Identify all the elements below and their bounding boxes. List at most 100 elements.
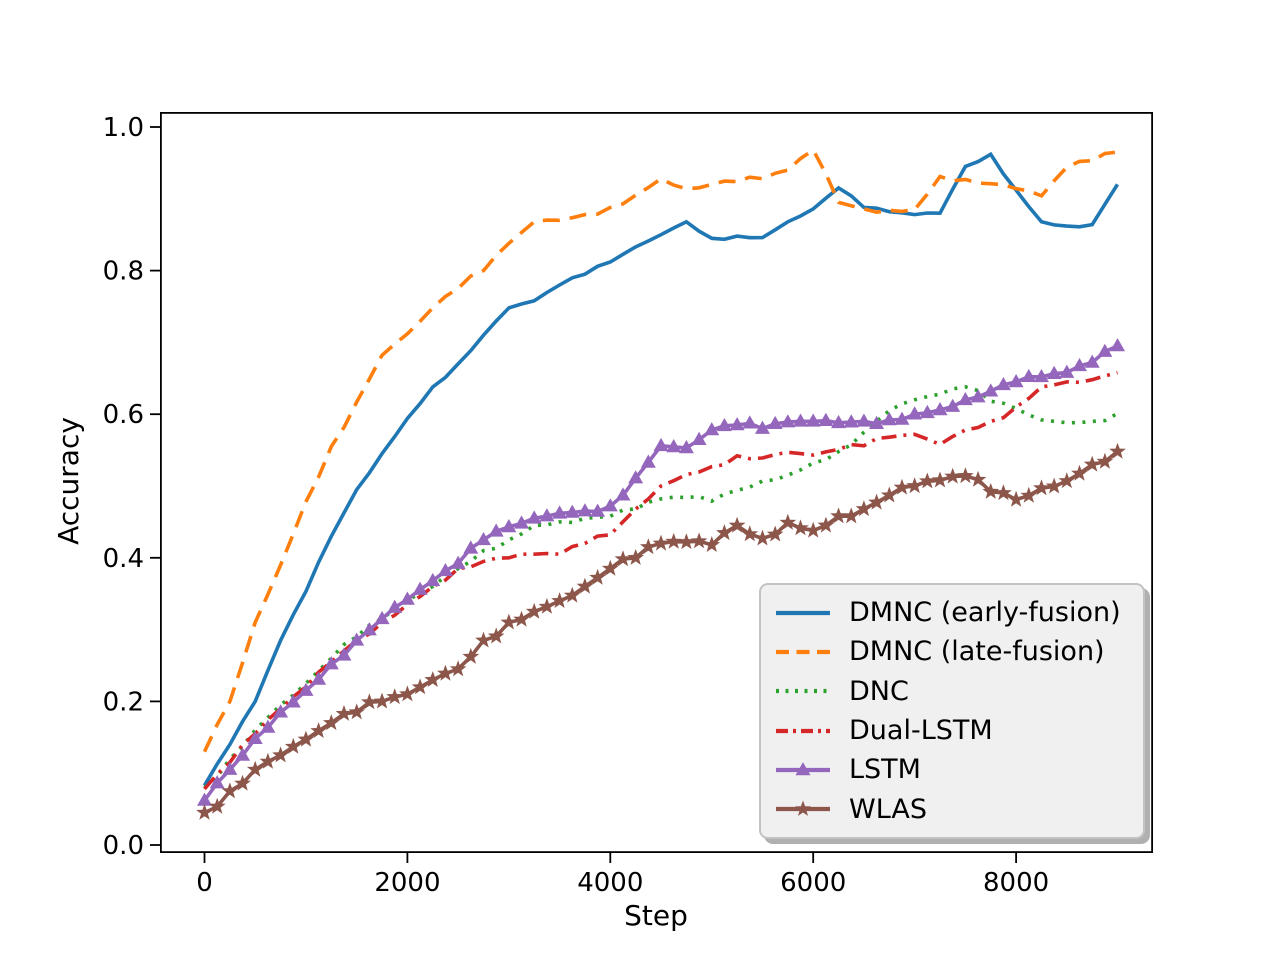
star-marker-icon — [246, 760, 264, 777]
star-marker-icon — [462, 647, 480, 664]
star-marker-icon — [931, 471, 949, 488]
triangle-marker-icon — [869, 415, 885, 429]
triangle-marker-icon — [831, 414, 847, 429]
triangle-marker-icon — [336, 647, 352, 661]
triangle-marker-icon — [805, 413, 821, 427]
triangle-marker-icon — [602, 498, 618, 512]
triangle-marker-icon — [1097, 343, 1113, 357]
x-axis-label: Step — [624, 899, 688, 932]
triangle-marker-icon — [552, 505, 568, 519]
legend-sample-dmnc-early-fusion — [776, 610, 830, 615]
series-line-dmnc-late-fusion — [202, 147, 1118, 753]
triangle-marker-icon — [767, 415, 783, 430]
legend-label: LSTM — [849, 754, 921, 786]
star-marker-icon — [1071, 464, 1088, 481]
triangle-marker-icon — [729, 417, 745, 431]
series-layer — [196, 147, 1126, 820]
star-marker-icon — [804, 521, 822, 538]
triangle-marker-icon — [526, 510, 542, 524]
star-marker-icon — [500, 613, 518, 630]
triangle-marker-icon — [704, 422, 720, 436]
triangle-marker-icon — [273, 704, 289, 718]
star-marker-icon — [424, 671, 442, 687]
triangle-marker-icon — [323, 656, 339, 670]
star-marker-icon — [678, 533, 695, 550]
triangle-marker-icon — [1084, 354, 1100, 368]
triangle-marker-icon — [501, 519, 517, 533]
y-tick-label: 0.4 — [103, 544, 144, 574]
triangle-marker-icon — [666, 439, 682, 453]
triangle-marker-icon — [615, 487, 631, 501]
star-marker-icon — [614, 550, 632, 567]
star-marker-icon — [919, 472, 936, 489]
star-marker-icon — [601, 559, 619, 576]
x-tick-label: 8000 — [983, 868, 1049, 898]
star-marker-icon — [322, 714, 340, 731]
triangle-marker-icon — [577, 503, 593, 517]
triangle-marker-icon — [437, 562, 453, 577]
triangle-marker-icon — [678, 440, 694, 454]
triangle-marker-icon — [716, 417, 732, 432]
plot-frame — [159, 112, 1154, 854]
star-marker-icon — [297, 730, 315, 747]
star-marker-icon — [665, 532, 683, 549]
triangle-marker-icon — [311, 671, 327, 685]
star-marker-icon — [779, 513, 797, 530]
star-marker-icon — [944, 467, 962, 484]
star-marker-icon — [589, 568, 606, 585]
triangle-marker-icon — [932, 401, 948, 416]
star-marker-icon — [969, 470, 987, 487]
legend-sample-lstm — [776, 762, 830, 776]
star-marker-icon — [259, 752, 277, 769]
legend-sample-dnc — [776, 689, 830, 694]
triangle-marker-icon — [894, 411, 910, 425]
triangle-marker-icon — [209, 775, 225, 789]
triangle-marker-icon — [995, 376, 1011, 391]
x-tick-label: 2000 — [374, 868, 440, 898]
star-marker-icon — [652, 534, 670, 551]
star-marker-icon — [437, 664, 454, 681]
legend-sample-dual-lstm — [776, 728, 830, 733]
y-tick-label: 0.2 — [103, 687, 144, 717]
star-marker-icon — [475, 631, 492, 648]
x-tick-label: 4000 — [577, 868, 643, 898]
x-tick-label: 6000 — [780, 868, 846, 898]
star-marker-icon — [855, 500, 873, 517]
star-marker-icon — [957, 467, 974, 484]
legend-item-dmnc-late-fusion: DMNC (late-fusion) — [761, 632, 1143, 671]
triangle-marker-icon — [247, 730, 263, 745]
star-marker-icon — [1109, 442, 1126, 459]
star-marker-icon — [842, 507, 860, 524]
triangle-marker-icon — [628, 470, 644, 484]
star-marker-icon — [1083, 455, 1101, 472]
star-marker-icon — [766, 525, 784, 542]
star-marker-icon — [1007, 490, 1025, 507]
star-marker-icon — [754, 529, 771, 546]
star-marker-icon — [221, 782, 239, 799]
star-marker-icon — [551, 592, 568, 608]
star-marker-icon — [196, 803, 213, 820]
triangle-marker-icon — [907, 406, 923, 420]
star-marker-icon — [449, 660, 467, 677]
legend-item-lstm: LSTM — [761, 750, 1143, 789]
triangle-marker-icon — [793, 413, 809, 427]
y-tick-label: 1.0 — [103, 113, 144, 143]
star-marker-icon — [906, 477, 923, 494]
y-tick-label: 0.6 — [103, 400, 144, 430]
star-marker-icon — [563, 586, 581, 603]
series-markers-wlas — [196, 442, 1126, 820]
star-marker-icon — [310, 722, 327, 738]
star-marker-icon — [348, 703, 365, 720]
star-marker-icon — [868, 493, 885, 510]
triangle-marker-icon — [843, 414, 859, 428]
triangle-marker-icon — [412, 581, 428, 595]
star-marker-icon — [373, 692, 391, 709]
star-marker-icon — [995, 484, 1012, 501]
legend-item-wlas: WLAS — [761, 790, 1143, 829]
triangle-marker-icon — [856, 413, 872, 427]
star-marker-icon — [335, 705, 353, 721]
triangle-marker-icon — [298, 682, 314, 696]
star-marker-icon — [361, 693, 378, 710]
triangle-marker-icon — [1021, 368, 1037, 383]
